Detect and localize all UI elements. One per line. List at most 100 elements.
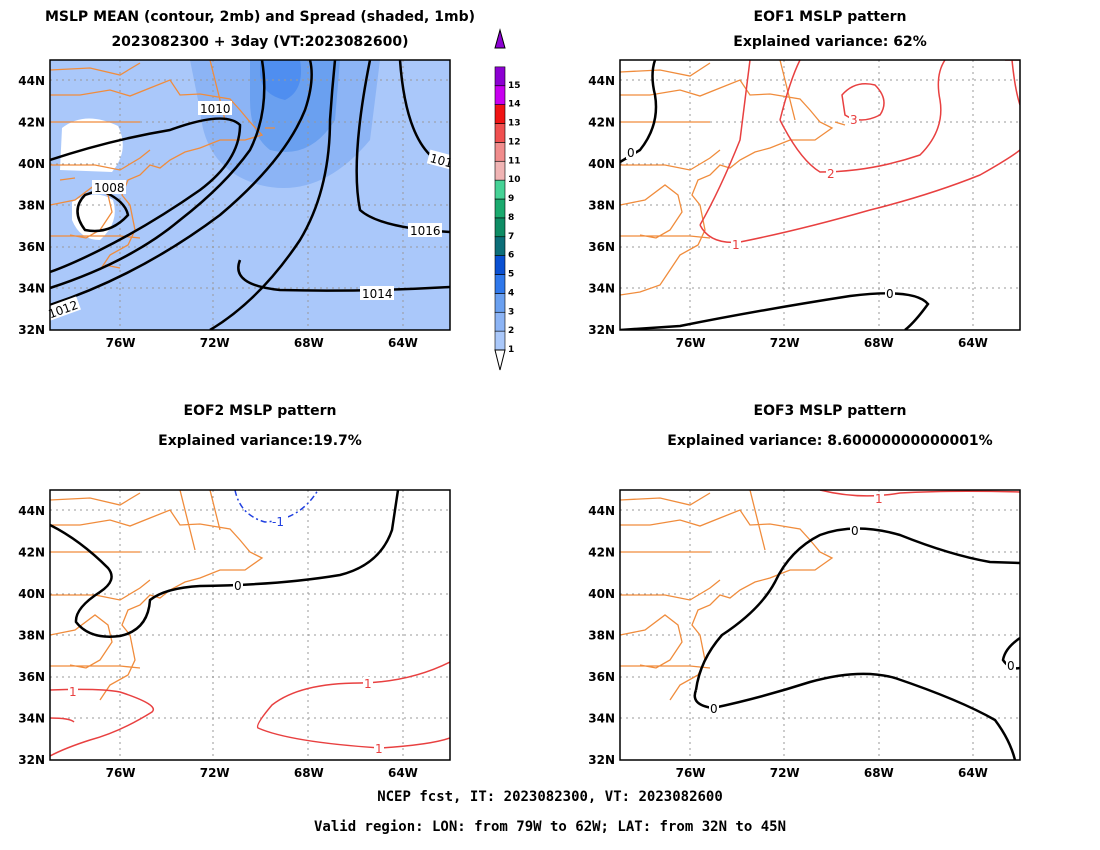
panel4-contour-labels: 1 0 0 0	[709, 492, 1016, 716]
colorbar-swatch	[494, 236, 506, 256]
colorbar-label: 6	[508, 251, 514, 261]
label-1a: 1	[69, 685, 77, 699]
label-1: 1	[875, 492, 883, 506]
x-tick-label: 72W	[200, 766, 230, 780]
colorbar-label: 14	[508, 100, 521, 110]
y-tick-label: 40N	[588, 587, 615, 601]
colorbar-label: 8	[508, 213, 514, 223]
footer-line1: NCEP fcst, IT: 2023082300, VT: 202308260…	[377, 789, 723, 805]
label-101: 101	[428, 151, 454, 170]
footer-line2: Valid region: LON: from 79W to 62W; LAT:…	[313, 819, 786, 835]
y-tick-label: 34N	[18, 711, 45, 725]
colorbar-swatch	[494, 311, 506, 332]
colorbar-swatch	[494, 66, 506, 87]
panel1-subtitle: 2023082300 + 3day (VT:2023082600)	[111, 34, 409, 50]
colorbar-swatch	[494, 85, 506, 105]
y-tick-label: 40N	[18, 587, 45, 601]
label-1c: 1	[375, 742, 383, 756]
x-tick-label: 68W	[294, 766, 324, 780]
label-0b: 0	[886, 287, 894, 301]
colorbar-swatch	[494, 123, 506, 143]
panel2-contours	[620, 60, 1020, 330]
colorbar-label: 7	[508, 232, 514, 242]
x-tick-label: 72W	[770, 766, 800, 780]
x-tick-label: 76W	[676, 766, 706, 780]
y-tick-label: 34N	[18, 281, 45, 295]
label-3: 3	[850, 113, 858, 127]
panel2-contour-labels: 0 3 2 1 0	[626, 113, 895, 301]
panel3-subtitle: Explained variance:19.7%	[158, 433, 362, 449]
y-tick-label: 36N	[18, 670, 45, 684]
y-tick-label: 32N	[588, 323, 615, 337]
colorbar-label: 10	[508, 175, 521, 185]
colorbar-swatch	[494, 274, 506, 294]
x-tick-label: 76W	[106, 766, 136, 780]
label-2: 2	[827, 167, 835, 181]
coastlines	[50, 60, 846, 701]
x-tick-label: 68W	[294, 336, 324, 350]
y-tick-label: 44N	[588, 74, 615, 88]
x-tick-label: 68W	[864, 766, 894, 780]
panel2-title: EOF1 MSLP pattern	[753, 9, 907, 25]
y-tick-label: 32N	[18, 323, 45, 337]
y-tick-label: 32N	[588, 753, 615, 767]
label-1: 1	[732, 238, 740, 252]
label-1008: 1008	[94, 181, 125, 195]
x-tick-label: 64W	[388, 336, 418, 350]
y-tick-label: 42N	[18, 545, 45, 559]
y-tick-label: 38N	[588, 628, 615, 642]
y-tick-label: 38N	[588, 198, 615, 212]
panel3-title: EOF2 MSLP pattern	[183, 403, 337, 419]
x-tick-label: 64W	[958, 766, 988, 780]
colorbar-label: 3	[508, 307, 514, 317]
panel1-spread-shading	[50, 60, 450, 330]
y-tick-label: 42N	[18, 115, 45, 129]
x-tick-label: 64W	[388, 766, 418, 780]
x-tick-label: 76W	[676, 336, 706, 350]
y-tick-label: 42N	[588, 545, 615, 559]
x-tick-label: 64W	[958, 336, 988, 350]
y-tick-label: 34N	[588, 281, 615, 295]
label-0a: 0	[851, 524, 859, 538]
panel4-subtitle: Explained variance: 8.60000000000001%	[667, 433, 993, 449]
label-0c: 0	[1007, 659, 1015, 673]
colorbar-swatch	[494, 104, 506, 124]
panel3-contours	[50, 490, 450, 757]
colorbar-swatch	[494, 198, 506, 219]
colorbar-label: 4	[508, 288, 514, 298]
axis-tick-labels: 76W 72W 68W 64W 32N 34N 36N 38N 40N 42N 44N 76W 72W 6…	[18, 74, 988, 780]
y-tick-label: 32N	[18, 753, 45, 767]
colorbar-top-arrow	[494, 28, 506, 49]
x-tick-label: 72W	[200, 336, 230, 350]
panel1-contours	[50, 60, 450, 330]
panel4-title: EOF3 MSLP pattern	[753, 403, 907, 419]
y-tick-label: 44N	[18, 504, 45, 518]
colorbar-swatch	[494, 160, 506, 181]
panel1-contour-labels: 1010 1008 1016 1014 1012 101	[44, 101, 454, 321]
label-0b: 0	[710, 702, 718, 716]
y-tick-label: 42N	[588, 115, 615, 129]
colorbar-swatch	[494, 217, 506, 238]
label-neg1: -1	[272, 515, 284, 529]
y-tick-label: 44N	[18, 74, 45, 88]
colorbar-label: 12	[508, 137, 521, 147]
colorbar-label: 9	[508, 194, 514, 204]
colorbar-label: 5	[508, 270, 514, 280]
panel3-contour-labels: -1 0 1 1 1	[68, 515, 384, 756]
colorbar-swatch	[494, 142, 506, 162]
y-tick-label: 40N	[18, 157, 45, 171]
y-tick-label: 36N	[588, 670, 615, 684]
colorbar-label: 2	[508, 326, 514, 336]
y-tick-label: 38N	[18, 628, 45, 642]
colorbar-label: 15	[508, 81, 521, 91]
panel-frames	[49, 59, 1021, 761]
label-0: 0	[234, 579, 242, 593]
colorbar-bottom-arrow	[494, 349, 506, 371]
x-tick-label: 72W	[770, 336, 800, 350]
label-0a: 0	[627, 146, 635, 160]
y-tick-label: 34N	[588, 711, 615, 725]
label-1b: 1	[364, 677, 372, 691]
y-tick-label: 36N	[588, 240, 615, 254]
